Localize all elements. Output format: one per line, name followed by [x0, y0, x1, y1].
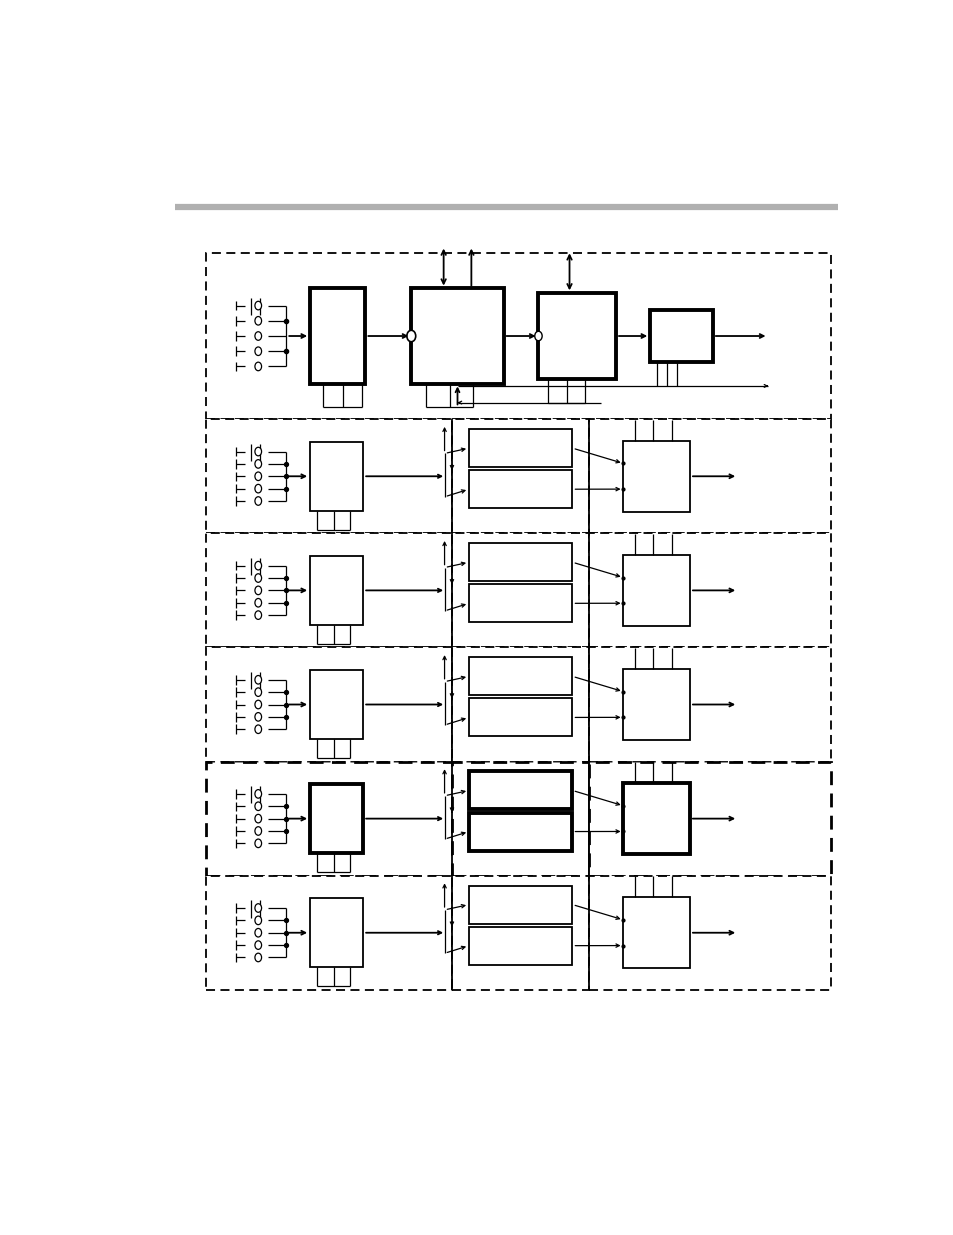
Bar	[206, 419, 452, 534]
Circle shape	[254, 789, 261, 798]
Bar	[206, 762, 452, 876]
Circle shape	[254, 447, 261, 456]
Circle shape	[254, 688, 261, 697]
Circle shape	[254, 484, 261, 493]
Bar	[588, 647, 830, 762]
Bar	[452, 419, 588, 534]
Bar	[469, 926, 572, 965]
Circle shape	[254, 941, 261, 950]
Circle shape	[254, 700, 261, 709]
Bar	[452, 534, 588, 647]
Circle shape	[254, 362, 261, 370]
Bar	[469, 471, 572, 509]
Circle shape	[406, 330, 416, 342]
Bar	[623, 783, 689, 855]
Circle shape	[254, 347, 261, 356]
Bar	[469, 543, 572, 582]
Bar	[411, 289, 503, 384]
Circle shape	[254, 904, 261, 913]
Circle shape	[254, 599, 261, 608]
Circle shape	[254, 611, 261, 620]
Circle shape	[254, 713, 261, 721]
Circle shape	[254, 916, 261, 925]
Circle shape	[254, 802, 261, 810]
Bar	[310, 899, 363, 967]
Circle shape	[254, 676, 261, 684]
Circle shape	[254, 301, 261, 310]
Bar	[469, 699, 572, 736]
Bar	[469, 584, 572, 622]
Bar	[588, 876, 830, 989]
Bar	[588, 419, 830, 534]
Circle shape	[254, 929, 261, 937]
Bar	[452, 876, 588, 989]
Circle shape	[254, 574, 261, 583]
Bar	[469, 813, 572, 851]
Bar	[310, 784, 363, 853]
Bar	[588, 534, 830, 647]
Bar	[310, 556, 363, 625]
Bar	[623, 897, 689, 968]
Bar	[537, 293, 616, 379]
Bar	[206, 876, 452, 989]
Bar	[469, 772, 572, 809]
Bar	[623, 555, 689, 626]
Bar	[649, 310, 712, 362]
Bar	[469, 885, 572, 924]
Bar	[452, 762, 588, 876]
Circle shape	[254, 587, 261, 595]
Circle shape	[254, 332, 261, 341]
Bar	[469, 429, 572, 467]
Bar	[623, 669, 689, 740]
Circle shape	[254, 496, 261, 505]
Circle shape	[535, 331, 541, 341]
Circle shape	[254, 814, 261, 823]
Bar	[310, 442, 363, 510]
Bar	[469, 657, 572, 695]
Circle shape	[254, 953, 261, 962]
Circle shape	[254, 459, 261, 468]
Circle shape	[254, 472, 261, 480]
Circle shape	[254, 562, 261, 569]
Circle shape	[254, 826, 261, 835]
Bar	[206, 534, 452, 647]
Bar	[310, 671, 363, 739]
Circle shape	[254, 725, 261, 734]
Bar	[206, 647, 452, 762]
Bar	[206, 253, 830, 419]
Bar	[310, 289, 365, 384]
Circle shape	[254, 839, 261, 847]
Circle shape	[254, 316, 261, 325]
Bar	[588, 762, 830, 876]
Bar	[623, 441, 689, 513]
Bar	[452, 647, 588, 762]
